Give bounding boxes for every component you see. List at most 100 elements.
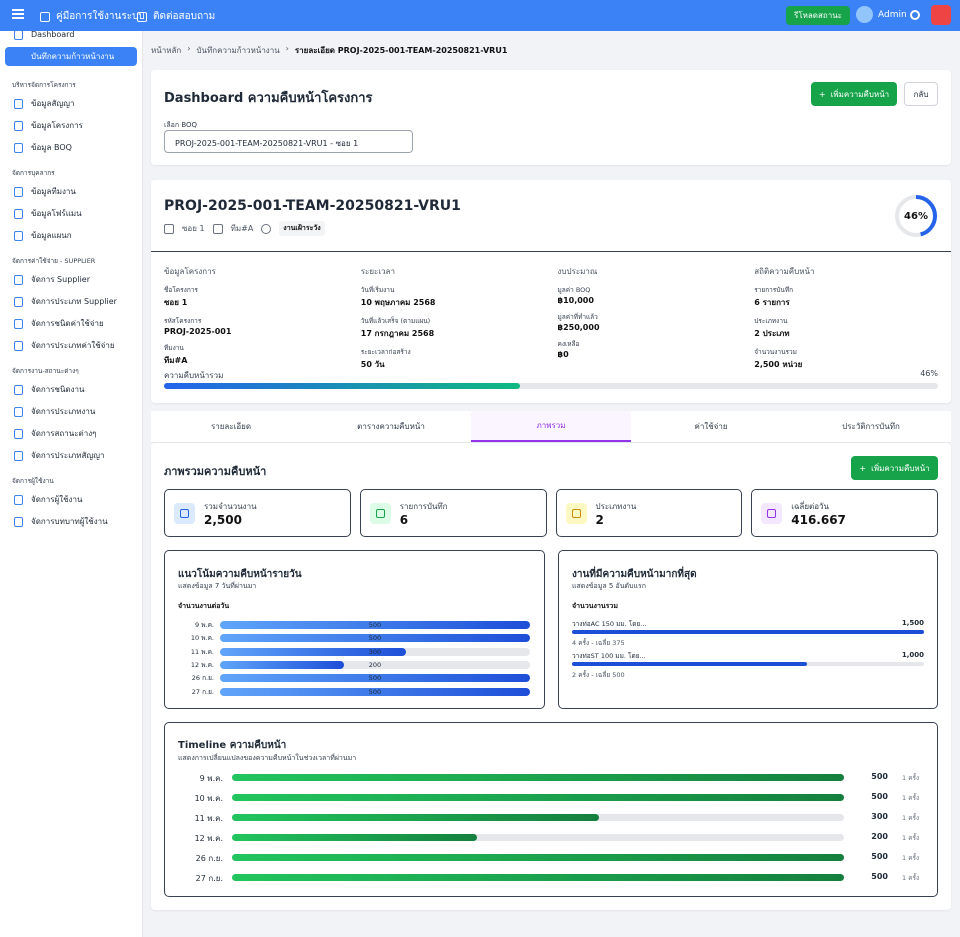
info-heading: ระยะเวลา — [360, 267, 395, 276]
logout-button[interactable] — [931, 5, 951, 25]
timeline-bar — [232, 774, 844, 781]
sidebar-item[interactable]: จัดการชนิดงาน — [5, 380, 137, 399]
sidebar: Dashboard บันทึกความก้าวหน้างาน บริหารจัดก… — [0, 31, 143, 937]
stat-glyph — [180, 508, 189, 518]
info-column: ระยะเวลา วันที่เริ่มงาน 10 พฤษภาคม 2568 วัน… — [361, 265, 558, 378]
boq-select[interactable]: PROJ-2025-001-TEAM-20250821-VRU1 - ซอย 1 — [164, 130, 413, 153]
sidebar-item[interactable]: ข้อมูลทีมงาน — [5, 182, 137, 201]
daily-bar — [220, 621, 530, 629]
overview-add-button[interactable]: + เพิ่มความคืบหน้า — [851, 456, 938, 480]
site: ซอย 1 — [182, 224, 205, 233]
daily-value: 500 — [368, 634, 382, 643]
sidebar-item[interactable]: จัดการชนิดค่าใช้จ่าย — [5, 314, 137, 333]
daily-track: 300 — [220, 647, 530, 656]
timeline-category: 27 ก.ย. — [195, 874, 223, 883]
sidebar-item[interactable]: จัดการบทบาทผู้ใช้งาน — [5, 512, 137, 531]
sidebar-item[interactable]: ข้อมูลโครงการ — [5, 116, 137, 135]
timeline-track — [232, 874, 844, 881]
timeline-category: 12 พ.ค. — [194, 834, 223, 843]
sidebar-icon — [14, 406, 23, 417]
sidebar-item[interactable]: ข้อมูล BOQ — [5, 138, 137, 157]
info-label: ระยะเวลาก่อสร้าง — [360, 348, 411, 356]
info-label: ชื่อโครงการ — [164, 286, 198, 294]
timeline-bar — [232, 874, 844, 881]
tab[interactable]: ภาพรวม — [471, 411, 631, 442]
sidebar-text: ข้อมูลโครงการ — [31, 121, 83, 130]
stat-card: รายการบันทึก 6 — [359, 489, 547, 537]
info-value: ซอย 1 — [164, 298, 188, 307]
crumb-item[interactable]: บันทึกความก้าวหน้างาน — [196, 46, 280, 55]
add-text: เพิ่มความคืบหน้า — [830, 89, 890, 99]
stat-text: ประเภทงาน 2 — [596, 500, 637, 527]
daily-track: 500 — [220, 687, 530, 696]
info-column: ข้อมูลโครงการ ชื่อโครงการ ซอย 1 รหัสโครงการ… — [164, 265, 361, 378]
info-value: ทีม#A — [164, 356, 188, 365]
sidebar-item[interactable]: จัดการประเภทงาน — [5, 402, 137, 421]
tab[interactable]: ประวัติการบันทึก — [842, 422, 900, 431]
sidebar-text: จัดการประเภทงาน — [31, 407, 96, 416]
refresh-button[interactable]: รีโหลดสถานะ — [786, 6, 850, 25]
top-track — [572, 630, 924, 634]
sidebar-icon — [14, 494, 23, 505]
stat-card: เฉลี่ยต่อวัน 416.667 — [751, 489, 938, 537]
sidebar-item[interactable]: จัดการประเภท Supplier — [5, 292, 137, 311]
back-button[interactable]: กลับ — [904, 82, 938, 106]
sidebar-text: จัดการประเภทค่าใช้จ่าย — [31, 341, 115, 350]
sidebar-item[interactable]: ข้อมูลสัญญา — [5, 94, 137, 113]
timeline-value: 500 — [871, 872, 888, 881]
info-value: ฿250,000 — [557, 323, 600, 332]
daily-bar — [220, 647, 406, 656]
tab[interactable]: รายละเอียด — [210, 422, 252, 431]
sidebar-item[interactable]: Dashboard — [5, 31, 137, 44]
manual-text: คู่มือการใช้งานระบบ — [56, 11, 145, 22]
info-grid: ข้อมูลโครงการ ชื่อโครงการ ซอย 1 รหัสโครงการ… — [164, 265, 951, 378]
daily-track: 500 — [220, 621, 530, 629]
info-column: สถิติความคืบหน้า รายการบันทึก 6 รายการ ประเ… — [754, 265, 951, 378]
manual-link[interactable]: คู่มือการใช้งานระบบ — [40, 9, 145, 24]
daily-bar — [220, 674, 530, 683]
timeline-card: Timeline ความคืบหน้า แสดงการเปลี่ยนแปลงข… — [164, 722, 938, 897]
sidebar-item[interactable]: จัดการสถานะต่างๆ — [5, 424, 137, 443]
sidebar-section: จัดการค่าใช้จ่าย - SUPPLIER — [12, 257, 96, 265]
add-button[interactable]: + เพิ่มความคืบหน้า — [811, 82, 897, 106]
stat-text: เฉลี่ยต่อวัน 416.667 — [791, 500, 846, 527]
breadcrumb: หน้าหลัก › บันทึกความก้าวหน้างาน › รายละเอีย… — [151, 44, 507, 57]
info-label: มูลค่าที่ทำแล้ว — [557, 313, 598, 321]
daily-value: 300 — [368, 647, 382, 656]
top-note: 2 ครั้ง - เฉลี่ย 500 — [572, 671, 625, 679]
sidebar-item[interactable]: จัดการ Supplier — [5, 270, 137, 289]
info-value: 10 พฤษภาคม 2568 — [360, 298, 436, 307]
menu-icon[interactable] — [12, 9, 24, 11]
timeline-category: 9 พ.ค. — [199, 774, 223, 783]
sidebar-item[interactable]: บันทึกความก้าวหน้างาน — [5, 47, 137, 66]
sidebar-text: ข้อมูลโฟร์แมน — [31, 209, 82, 218]
info-label: รายการบันทึก — [754, 286, 794, 294]
ring-fill — [895, 195, 937, 237]
sidebar-icon — [14, 428, 23, 439]
sidebar-item[interactable]: ข้อมูลโฟร์แมน — [5, 204, 137, 223]
sidebar-text: จัดการประเภทสัญญา — [31, 451, 105, 460]
avatar — [856, 6, 873, 23]
contact-link[interactable]: ติดต่อสอบถาม — [137, 9, 215, 24]
sidebar-icon — [14, 340, 23, 351]
page-title: Dashboard ความคืบหน้าโครงการ — [164, 91, 373, 106]
sidebar-item[interactable]: จัดการผู้ใช้งาน — [5, 490, 137, 509]
overall-track — [164, 383, 938, 389]
tab[interactable]: ตารางความคืบหน้า — [357, 422, 425, 431]
info-value: ฿10,000 — [557, 296, 594, 305]
timeline-track — [232, 814, 844, 821]
select-label: เลือก BOQ — [164, 121, 198, 129]
sidebar-item[interactable]: จัดการประเภทสัญญา — [5, 446, 137, 465]
info-value: ฿0 — [557, 350, 569, 359]
crumb-item[interactable]: หน้าหลัก — [151, 46, 182, 55]
user-name[interactable]: Admin — [878, 10, 907, 20]
tab[interactable]: ค่าใช้จ่าย — [694, 422, 728, 431]
timeline-bar — [232, 834, 477, 841]
sidebar-item[interactable]: จัดการประเภทค่าใช้จ่าย — [5, 336, 137, 355]
sidebar-item[interactable]: ข้อมูลแผนก — [5, 226, 137, 245]
stat-label: รวมจำนวนงาน — [204, 501, 257, 511]
stat-label: รายการบันทึก — [399, 501, 448, 511]
timeline-category: 26 ก.ย. — [195, 854, 223, 863]
settings-icon[interactable] — [910, 10, 920, 20]
